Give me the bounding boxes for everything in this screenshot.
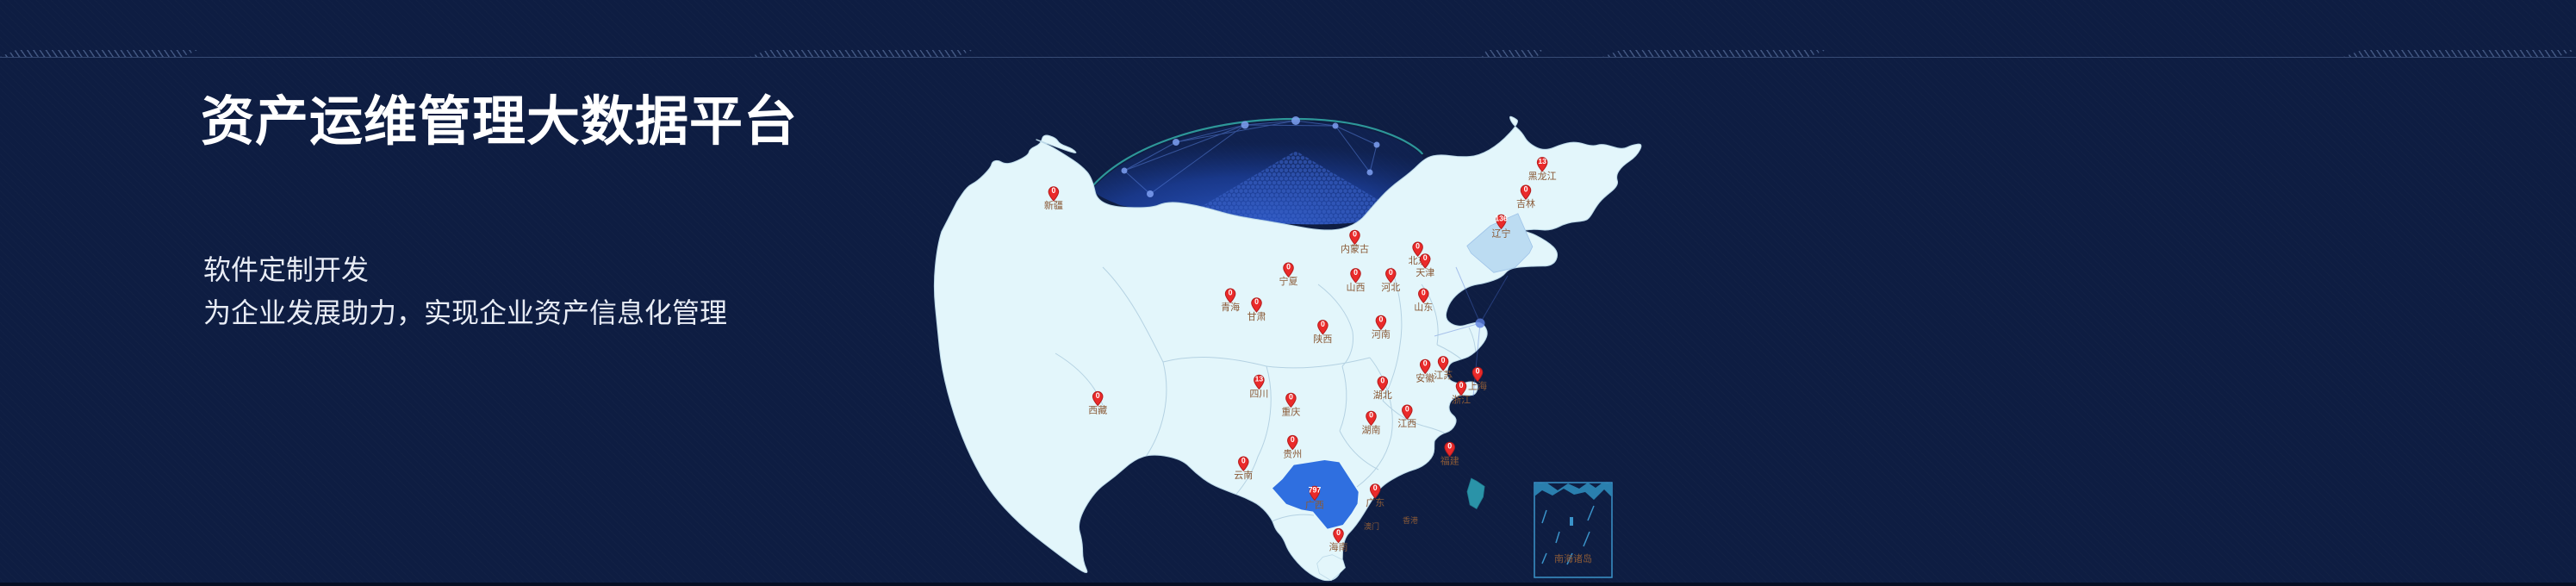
svg-text:贵州: 贵州 [1283, 449, 1302, 460]
svg-text:吉林: 吉林 [1516, 197, 1535, 209]
svg-text:湖南: 湖南 [1362, 424, 1381, 435]
svg-text:0: 0 [1441, 356, 1446, 365]
svg-text:0: 0 [1405, 404, 1409, 413]
svg-text:香港: 香港 [1403, 515, 1418, 525]
svg-text:云南: 云南 [1234, 470, 1253, 481]
svg-text:0: 0 [1380, 376, 1384, 384]
svg-text:0: 0 [1286, 262, 1291, 271]
svg-text:0: 0 [1254, 297, 1259, 306]
svg-text:13: 13 [1255, 374, 1264, 383]
svg-text:0: 0 [1476, 367, 1480, 376]
svg-text:新疆: 新疆 [1044, 199, 1063, 211]
svg-text:湖北: 湖北 [1373, 390, 1392, 401]
svg-text:福建: 福建 [1440, 454, 1459, 466]
svg-text:0: 0 [1096, 391, 1100, 400]
svg-text:0: 0 [1416, 241, 1420, 250]
svg-text:西藏: 西藏 [1088, 405, 1107, 416]
svg-text:安徽: 安徽 [1416, 371, 1434, 383]
svg-text:海南: 海南 [1329, 541, 1348, 553]
svg-text:宁夏: 宁夏 [1279, 275, 1298, 287]
svg-text:青海: 青海 [1221, 301, 1240, 313]
svg-text:重庆: 重庆 [1281, 405, 1300, 417]
svg-text:黑龙江: 黑龙江 [1528, 171, 1557, 182]
svg-text:0: 0 [1051, 186, 1055, 195]
svg-text:0: 0 [1353, 268, 1358, 277]
svg-text:陕西: 陕西 [1313, 333, 1332, 345]
svg-text:广西: 广西 [1305, 499, 1324, 510]
svg-text:797: 797 [1309, 486, 1322, 495]
svg-text:0: 0 [1459, 381, 1464, 390]
svg-text:0: 0 [1389, 268, 1393, 277]
svg-text:13: 13 [1538, 157, 1546, 165]
svg-text:0: 0 [1373, 483, 1378, 492]
svg-text:江西: 江西 [1397, 418, 1416, 429]
svg-text:136: 136 [1495, 215, 1508, 223]
svg-text:0: 0 [1422, 288, 1426, 296]
svg-text:0: 0 [1241, 456, 1246, 464]
svg-text:0: 0 [1447, 442, 1452, 451]
svg-text:0: 0 [1353, 230, 1357, 239]
svg-text:山东: 山东 [1414, 302, 1433, 313]
svg-text:浙江: 浙江 [1452, 395, 1471, 406]
svg-text:0: 0 [1369, 411, 1373, 420]
svg-text:辽宁: 辽宁 [1492, 227, 1511, 239]
svg-text:0: 0 [1229, 288, 1233, 296]
svg-text:南海诸岛: 南海诸岛 [1554, 552, 1592, 564]
svg-text:河南: 河南 [1372, 328, 1391, 340]
svg-text:甘肃: 甘肃 [1248, 311, 1266, 322]
svg-text:河北: 河北 [1381, 282, 1400, 293]
svg-text:0: 0 [1378, 315, 1383, 324]
svg-text:0: 0 [1291, 435, 1295, 444]
svg-text:0: 0 [1321, 320, 1325, 328]
svg-text:0: 0 [1423, 359, 1428, 368]
svg-text:0: 0 [1289, 393, 1293, 402]
svg-text:四川: 四川 [1249, 389, 1268, 399]
svg-text:澳门: 澳门 [1364, 521, 1379, 531]
svg-text:山西: 山西 [1347, 282, 1366, 293]
svg-text:广东: 广东 [1366, 497, 1384, 508]
svg-text:0: 0 [1423, 253, 1428, 262]
svg-text:上海: 上海 [1468, 379, 1487, 391]
svg-text:内蒙古: 内蒙古 [1341, 242, 1369, 254]
svg-text:0: 0 [1336, 528, 1341, 537]
svg-text:江苏: 江苏 [1434, 370, 1453, 381]
svg-text:天津: 天津 [1416, 267, 1434, 278]
svg-text:0: 0 [1524, 184, 1528, 193]
